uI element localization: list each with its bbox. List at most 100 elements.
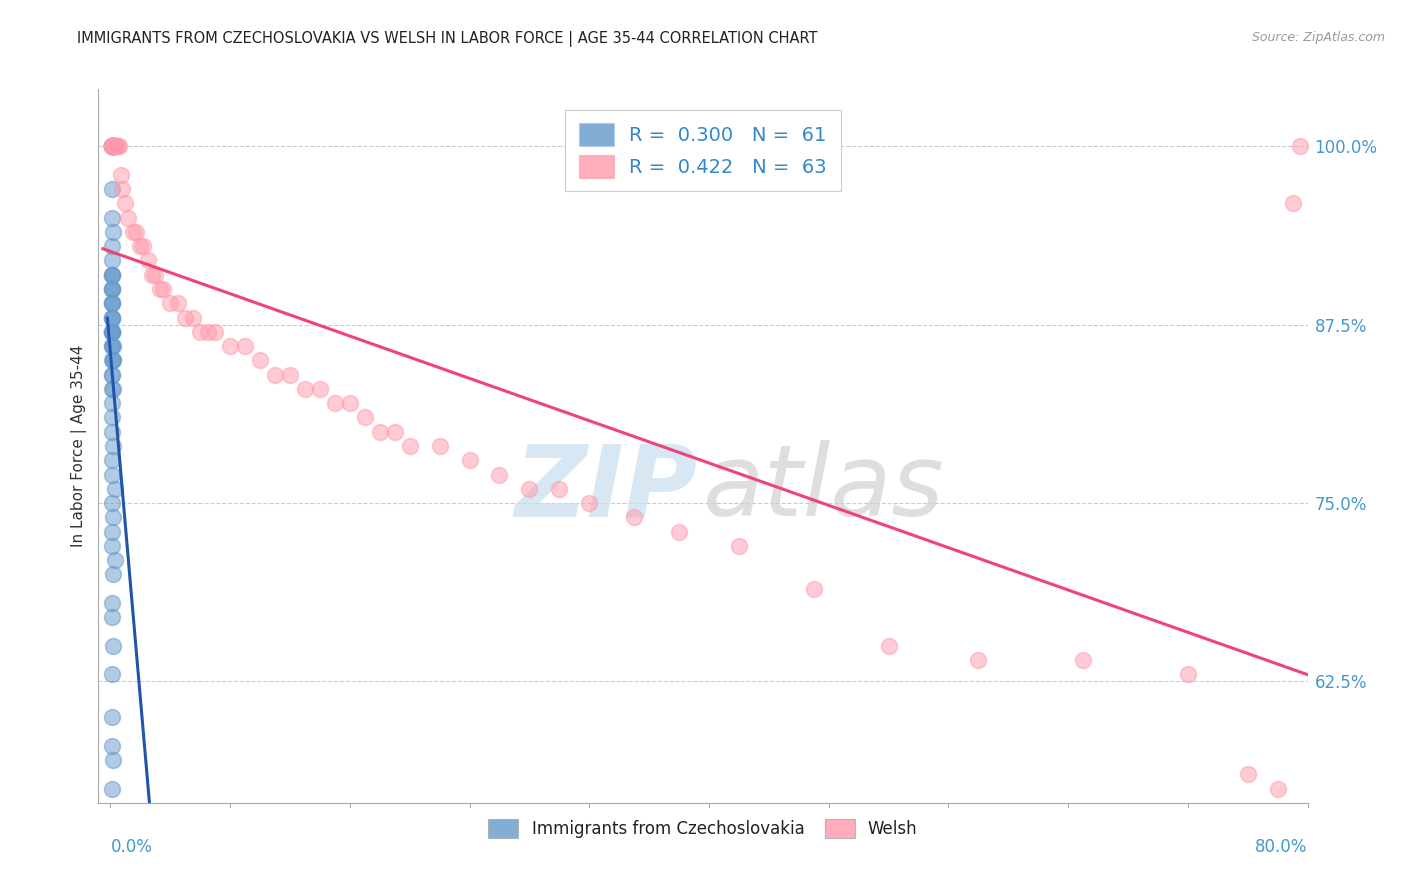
Point	[488, 467, 510, 482]
Point	[114, 196, 136, 211]
Point	[101, 139, 124, 153]
Text: atlas: atlas	[703, 441, 945, 537]
Point	[458, 453, 481, 467]
Point	[519, 482, 541, 496]
Point	[101, 139, 124, 153]
Point	[103, 567, 125, 582]
Point	[103, 353, 125, 368]
Point	[104, 139, 127, 153]
Point	[101, 539, 124, 553]
Point	[323, 396, 346, 410]
Point	[728, 539, 751, 553]
Point	[1177, 667, 1199, 681]
Point	[101, 353, 124, 368]
Point	[101, 139, 124, 153]
Point	[623, 510, 645, 524]
Point	[103, 753, 125, 767]
Point	[103, 139, 125, 153]
Point	[103, 225, 125, 239]
Point	[101, 524, 124, 539]
Point	[101, 710, 124, 724]
Point	[105, 139, 128, 153]
Point	[101, 211, 124, 225]
Point	[101, 139, 124, 153]
Point	[803, 582, 825, 596]
Point	[967, 653, 990, 667]
Point	[103, 439, 125, 453]
Point	[101, 139, 124, 153]
Point	[398, 439, 420, 453]
Point	[1289, 139, 1312, 153]
Point	[101, 139, 124, 153]
Point	[101, 268, 124, 282]
Point	[1071, 653, 1094, 667]
Point	[101, 139, 124, 153]
Y-axis label: In Labor Force | Age 35-44: In Labor Force | Age 35-44	[72, 345, 87, 547]
Point	[384, 425, 406, 439]
Point	[103, 139, 125, 153]
Point	[101, 496, 124, 510]
Point	[101, 296, 124, 310]
Point	[294, 382, 316, 396]
Text: ZIP: ZIP	[515, 441, 697, 537]
Point	[278, 368, 301, 382]
Point	[1267, 781, 1289, 796]
Point	[101, 268, 124, 282]
Point	[103, 139, 125, 153]
Point	[101, 339, 124, 353]
Point	[101, 310, 124, 325]
Point	[104, 139, 127, 153]
Point	[249, 353, 271, 368]
Point	[121, 225, 143, 239]
Point	[264, 368, 287, 382]
Point	[117, 211, 139, 225]
Point	[101, 325, 124, 339]
Point	[233, 339, 256, 353]
Point	[125, 225, 148, 239]
Point	[101, 467, 124, 482]
Point	[101, 253, 124, 268]
Point	[188, 325, 211, 339]
Point	[1236, 767, 1258, 781]
Point	[111, 182, 134, 196]
Point	[368, 425, 391, 439]
Text: 80.0%: 80.0%	[1256, 838, 1308, 856]
Point	[181, 310, 204, 325]
Point	[101, 282, 124, 296]
Point	[548, 482, 571, 496]
Point	[104, 482, 127, 496]
Point	[104, 139, 127, 153]
Point	[101, 296, 124, 310]
Point	[101, 368, 124, 382]
Point	[101, 382, 124, 396]
Text: 0.0%: 0.0%	[111, 838, 152, 856]
Point	[103, 510, 125, 524]
Point	[101, 182, 124, 196]
Point	[101, 325, 124, 339]
Point	[101, 282, 124, 296]
Point	[101, 310, 124, 325]
Point	[103, 339, 125, 353]
Point	[166, 296, 188, 310]
Point	[101, 325, 124, 339]
Point	[101, 667, 124, 681]
Point	[101, 139, 124, 153]
Point	[101, 296, 124, 310]
Point	[1281, 196, 1303, 211]
Point	[108, 139, 131, 153]
Legend: Immigrants from Czechoslovakia, Welsh: Immigrants from Czechoslovakia, Welsh	[482, 812, 924, 845]
Point	[103, 382, 125, 396]
Point	[107, 139, 129, 153]
Point	[136, 253, 159, 268]
Point	[103, 353, 125, 368]
Point	[149, 282, 172, 296]
Point	[101, 282, 124, 296]
Point	[103, 139, 125, 153]
Point	[104, 553, 127, 567]
Text: Source: ZipAtlas.com: Source: ZipAtlas.com	[1251, 31, 1385, 45]
Point	[578, 496, 600, 510]
Point	[219, 339, 242, 353]
Point	[101, 739, 124, 753]
Point	[101, 368, 124, 382]
Point	[101, 410, 124, 425]
